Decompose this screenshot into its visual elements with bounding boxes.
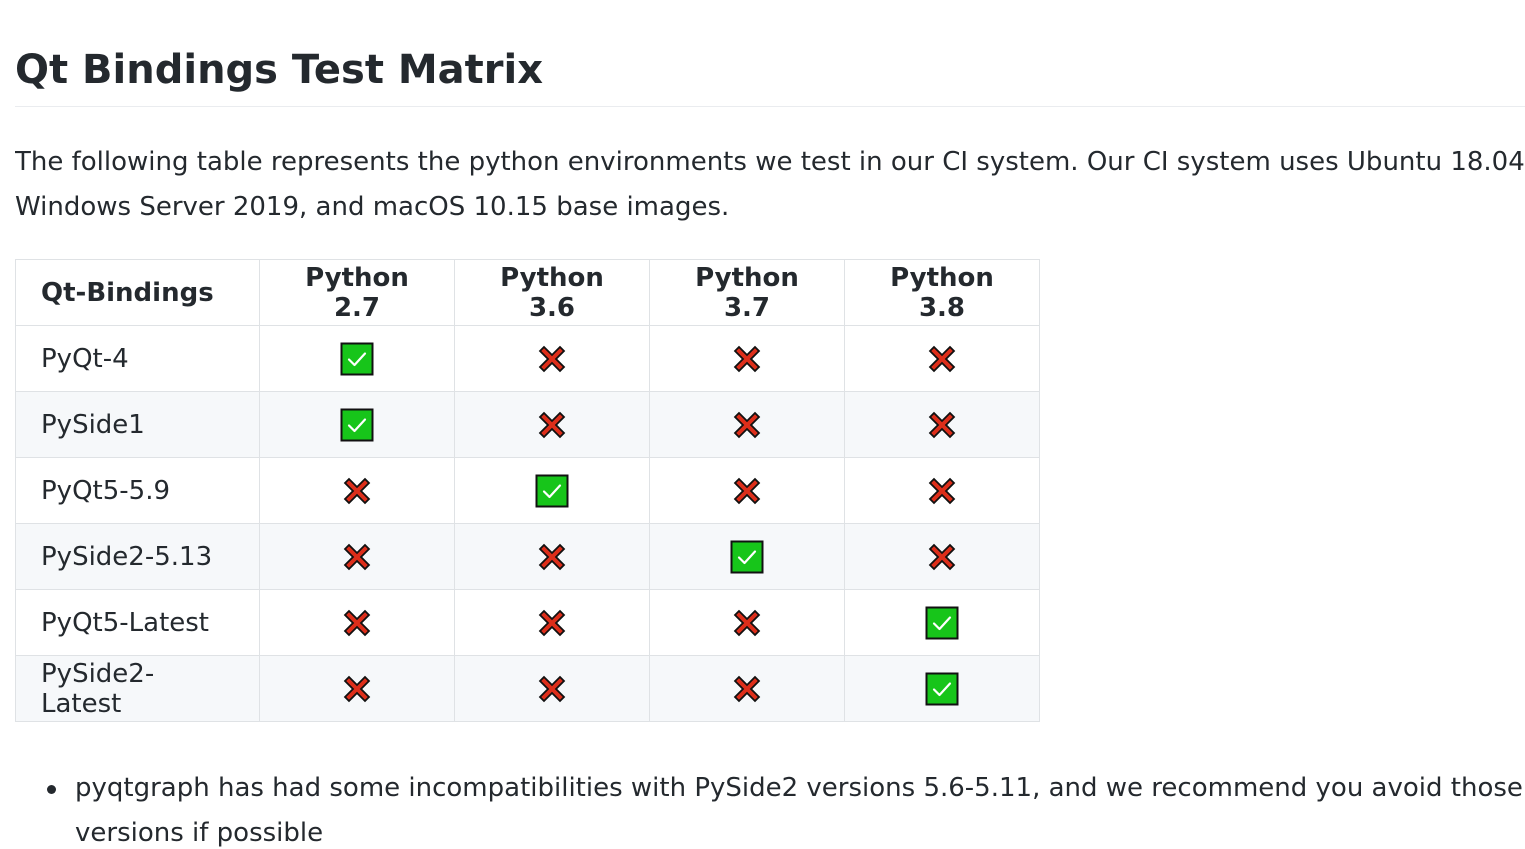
status-cell [649,589,845,656]
status-cell [259,655,455,722]
notes-list: pyqtgraph has had some incompatibilities… [15,766,1525,849]
cross-mark-icon [928,345,956,372]
cross-mark-icon [343,609,371,636]
status-cell [844,391,1040,458]
intro-line-1: The following table represents the pytho… [15,147,1525,177]
column-header-qt-bindings: Qt-Bindings [15,259,260,326]
column-header-python-2-7: Python 2.7 [259,259,455,326]
status-cell [259,325,455,392]
bullet-icon [47,785,56,794]
note-line-1: pyqtgraph has had some incompatibilities… [75,773,1523,803]
intro-line-2: Windows Server 2019, and macOS 10.15 bas… [15,192,730,222]
white-check-mark-icon [340,342,374,375]
cross-mark-icon [928,477,956,504]
white-check-mark-icon [925,672,959,705]
cross-mark-icon [733,345,761,372]
table-body: PyQt-4 PySide1 PyQt5-5.9 PySide2-5.13 PyQt5-… [15,325,1040,722]
binding-name-cell: PySide2-Latest [15,655,260,722]
status-cell [259,457,455,524]
cross-mark-icon [733,411,761,438]
status-cell [259,589,455,656]
status-cell [454,655,650,722]
column-header-python-3-6: Python 3.6 [454,259,650,326]
table-header-row: Qt-Bindings Python 2.7 Python 3.6 Python… [15,259,1040,326]
status-cell [259,523,455,590]
table-row: PySide2-5.13 [15,523,1040,590]
table-row: PyQt5-Latest [15,589,1040,656]
binding-name-cell: PyQt-4 [15,325,260,392]
binding-name-cell: PyQt5-5.9 [15,457,260,524]
note-line-2: versions if possible [75,818,324,848]
status-cell [844,589,1040,656]
status-cell [454,523,650,590]
status-cell [454,457,650,524]
status-cell [649,391,845,458]
cross-mark-icon [733,477,761,504]
status-cell [649,655,845,722]
cross-mark-icon [343,675,371,702]
status-cell [844,325,1040,392]
table-row: PySide2-Latest [15,655,1040,722]
section-heading: Qt Bindings Test Matrix [15,47,544,93]
status-cell [454,391,650,458]
white-check-mark-icon [925,606,959,639]
status-cell [649,325,845,392]
cross-mark-icon [538,345,566,372]
table-row: PyQt-4 [15,325,1040,392]
binding-name-cell: PySide1 [15,391,260,458]
list-item: pyqtgraph has had some incompatibilities… [47,766,1525,849]
status-cell [259,391,455,458]
status-cell [844,655,1040,722]
column-header-python-3-7: Python 3.7 [649,259,845,326]
cross-mark-icon [538,543,566,570]
white-check-mark-icon [535,474,569,507]
cross-mark-icon [343,543,371,570]
binding-name-cell: PyQt5-Latest [15,589,260,656]
status-cell [454,589,650,656]
cross-mark-icon [538,675,566,702]
cross-mark-icon [538,609,566,636]
heading-divider [15,106,1525,107]
table-row: PySide1 [15,391,1040,458]
status-cell [844,523,1040,590]
status-cell [649,523,845,590]
status-cell [844,457,1040,524]
cross-mark-icon [928,543,956,570]
table-row: PyQt5-5.9 [15,457,1040,524]
status-cell [649,457,845,524]
binding-name-cell: PySide2-5.13 [15,523,260,590]
white-check-mark-icon [340,408,374,441]
white-check-mark-icon [730,540,764,573]
cross-mark-icon [538,411,566,438]
intro-paragraph: The following table represents the pytho… [15,140,1525,230]
cross-mark-icon [733,609,761,636]
status-cell [454,325,650,392]
cross-mark-icon [343,477,371,504]
cross-mark-icon [928,411,956,438]
test-matrix-table: Qt-Bindings Python 2.7 Python 3.6 Python… [15,259,1040,722]
column-header-python-3-8: Python 3.8 [844,259,1040,326]
cross-mark-icon [733,675,761,702]
